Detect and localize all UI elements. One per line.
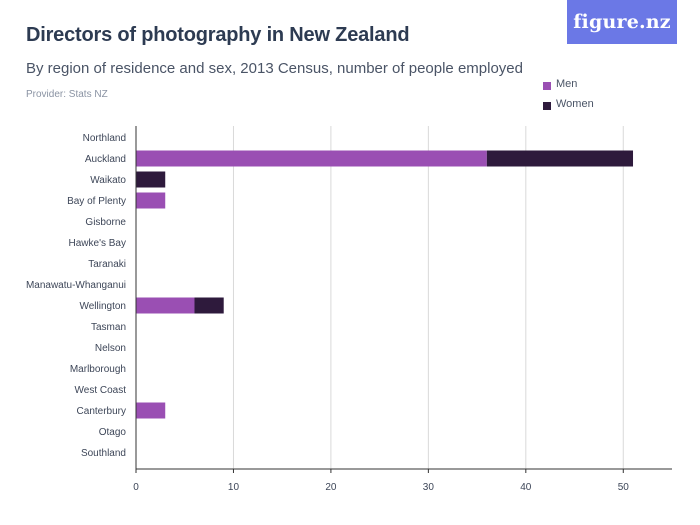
bar-women-wellington: [194, 297, 224, 314]
chart-subtitle: By region of residence and sex, 2013 Cen…: [26, 60, 523, 77]
bar-men-bay-of-plenty: [136, 192, 166, 209]
bar-men-auckland: [136, 150, 487, 167]
category-label-auckland: Auckland: [85, 154, 126, 165]
x-tick-label-10: 10: [228, 482, 240, 493]
chart-title: Directors of photography in New Zealand: [26, 24, 410, 46]
category-label-tasman: Tasman: [91, 322, 126, 333]
bar-women-waikato: [136, 171, 166, 188]
legend: Men Women: [543, 74, 594, 114]
legend-label-women: Women: [556, 98, 594, 110]
category-label-gisborne: Gisborne: [85, 217, 126, 228]
x-tick-label-0: 0: [133, 482, 139, 493]
provider-note: Provider: Stats NZ: [26, 89, 108, 100]
x-axis: 0 10 20 30 40 50: [133, 126, 672, 493]
category-label-otago: Otago: [99, 427, 127, 438]
category-label-wellington: Wellington: [79, 301, 126, 312]
category-label-west-coast: West Coast: [75, 385, 127, 396]
category-label-taranaki: Taranaki: [88, 259, 126, 270]
category-label-nelson: Nelson: [95, 343, 126, 354]
bar-men-canterbury: [136, 402, 166, 419]
category-label-bay-of-plenty: Bay of Plenty: [67, 196, 126, 207]
category-label-canterbury: Canterbury: [77, 406, 126, 417]
bar-men-wellington: [136, 297, 195, 314]
legend-swatch-men: [543, 82, 551, 90]
grid-lines: [232, 126, 624, 469]
legend-swatch-women: [543, 102, 551, 110]
bar-women-auckland: [486, 150, 634, 167]
x-tick-label-30: 30: [423, 482, 435, 493]
x-tick-label-20: 20: [325, 482, 337, 493]
category-label-northland: Northland: [83, 133, 126, 144]
legend-item-men: Men: [543, 74, 594, 94]
category-label-waikato: Waikato: [90, 175, 126, 186]
category-label-hawke-s-bay: Hawke's Bay: [69, 238, 127, 249]
category-label-southland: Southland: [81, 448, 126, 459]
x-tick-label-40: 40: [520, 482, 532, 493]
legend-label-men: Men: [556, 78, 578, 90]
bars: [136, 150, 634, 419]
legend-item-women: Women: [543, 94, 594, 114]
figure-nz-logo[interactable]: figure.nz: [567, 0, 677, 44]
x-tick-label-50: 50: [618, 482, 630, 493]
category-label-manawatu-whanganui: Manawatu-Whanganui: [26, 280, 126, 291]
category-labels: Northland Auckland Waikato Bay of Plenty Gis…: [26, 133, 126, 459]
category-label-marlborough: Marlborough: [70, 364, 126, 375]
